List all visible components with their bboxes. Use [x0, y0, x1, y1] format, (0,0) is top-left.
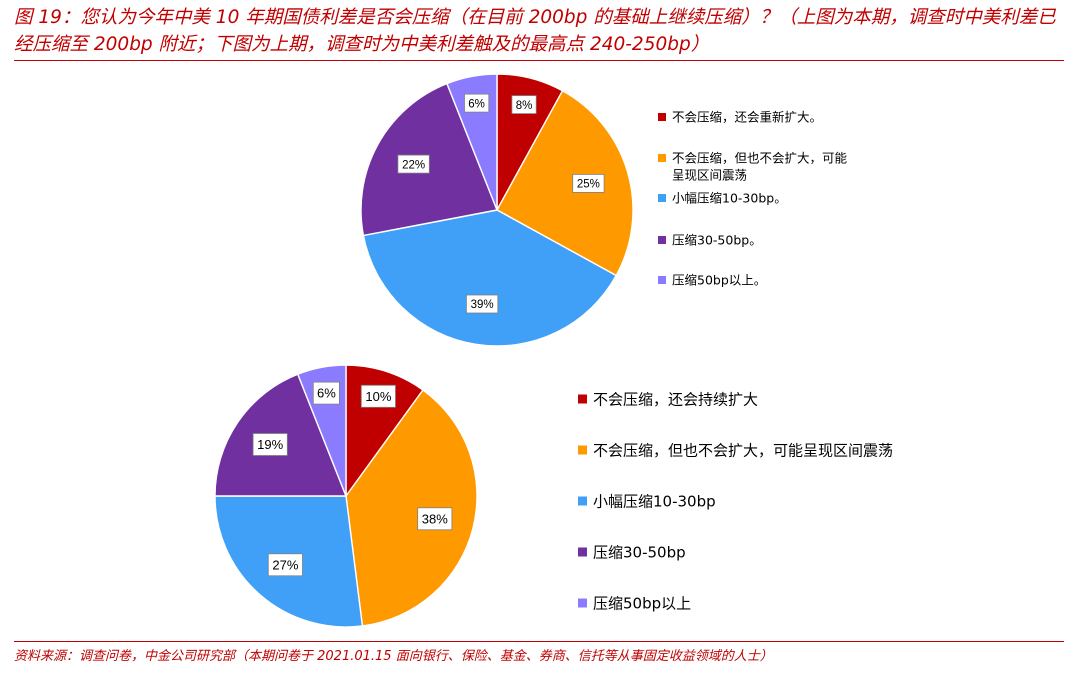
- figure-title: 图 19：您认为今年中美 10 年期国债利差是否会压缩（在目前 200bp 的基…: [14, 7, 1056, 55]
- legend-label: 不会压缩，还会重新扩大。: [672, 110, 822, 125]
- legend-label: 小幅压缩10-30bp: [593, 492, 716, 510]
- title-divider: [14, 60, 1064, 61]
- legend-label: 不会压缩，但也不会扩大，可能呈现区间震荡: [593, 441, 893, 459]
- pie-chart-current-period: 8% 25% 39% 22% 6% 不会压缩，还会重新扩大。不会压缩，但也不会扩大，可能呈…: [360, 73, 848, 347]
- legend-swatch: [578, 394, 587, 404]
- legend-item-3: 小幅压缩10-30bp。: [658, 191, 787, 206]
- legend-item-2: 不会压缩，但也不会扩大，可能呈现区间震荡: [658, 151, 848, 183]
- svg-text:19%: 19%: [257, 437, 283, 452]
- legend-item-4: 压缩30-50bp: [578, 543, 686, 561]
- svg-text:22%: 22%: [402, 159, 425, 171]
- svg-text:27%: 27%: [272, 558, 298, 573]
- legend-label: 压缩30-50bp。: [672, 233, 762, 248]
- svg-text:25%: 25%: [577, 179, 600, 191]
- svg-text:6%: 6%: [468, 98, 485, 110]
- svg-text:6%: 6%: [317, 386, 336, 401]
- svg-text:8%: 8%: [516, 100, 533, 112]
- data-label-4: 22%: [397, 154, 430, 174]
- data-label-5: 6%: [312, 381, 340, 405]
- data-label-3: 39%: [465, 294, 499, 314]
- pie-chart-previous-period: 10% 38% 27% 19% 6% 不会压缩，还会持续扩大不会压缩，但也不会扩大，可能呈…: [214, 364, 893, 628]
- data-label-3: 27%: [267, 553, 303, 577]
- legend-swatch: [578, 496, 587, 506]
- svg-text:39%: 39%: [471, 299, 494, 311]
- data-label-1: 10%: [360, 384, 396, 408]
- legend-item-1: 不会压缩，还会持续扩大: [578, 390, 758, 408]
- legend-item-3: 小幅压缩10-30bp: [578, 492, 716, 510]
- legend-swatch: [658, 236, 666, 244]
- legend-label: 压缩50bp以上: [593, 594, 691, 612]
- data-label-4: 19%: [252, 433, 288, 456]
- legend-label: 不会压缩，还会持续扩大: [593, 390, 758, 408]
- data-label-2: 38%: [417, 507, 453, 531]
- legend-swatch: [658, 154, 666, 162]
- legend-swatch: [658, 276, 666, 284]
- pie-slice-3: [362, 209, 618, 347]
- legend-label: 小幅压缩10-30bp。: [672, 191, 787, 206]
- legend-swatch: [578, 445, 587, 455]
- legend-item-2: 不会压缩，但也不会扩大，可能呈现区间震荡: [578, 441, 893, 459]
- data-label-5: 6%: [464, 93, 490, 113]
- legend-item-1: 不会压缩，还会重新扩大。: [658, 110, 822, 125]
- pie-slice-2: [496, 89, 634, 277]
- legend-item-5: 压缩50bp以上。: [658, 273, 766, 288]
- source-note: 资料来源：调查问卷，中金公司研究部（本期问卷于 2021.01.15 面向银行、…: [14, 649, 773, 664]
- legend-item-5: 压缩50bp以上: [578, 594, 691, 612]
- svg-text:38%: 38%: [422, 512, 448, 527]
- legend-swatch: [578, 547, 587, 557]
- source-divider: [14, 641, 1064, 642]
- legend-label: 不会压缩，但也不会扩大，可能呈现区间震荡: [672, 151, 848, 183]
- legend-item-4: 压缩30-50bp。: [658, 233, 762, 248]
- svg-text:10%: 10%: [365, 389, 391, 404]
- legend-swatch: [658, 194, 666, 202]
- pie-slice-2: [345, 389, 478, 627]
- legend-swatch: [578, 598, 587, 608]
- data-label-1: 8%: [511, 95, 537, 114]
- legend-swatch: [658, 113, 666, 121]
- data-label-2: 25%: [572, 173, 605, 193]
- legend-label: 压缩30-50bp: [593, 543, 686, 561]
- legend-label: 压缩50bp以上。: [672, 273, 766, 288]
